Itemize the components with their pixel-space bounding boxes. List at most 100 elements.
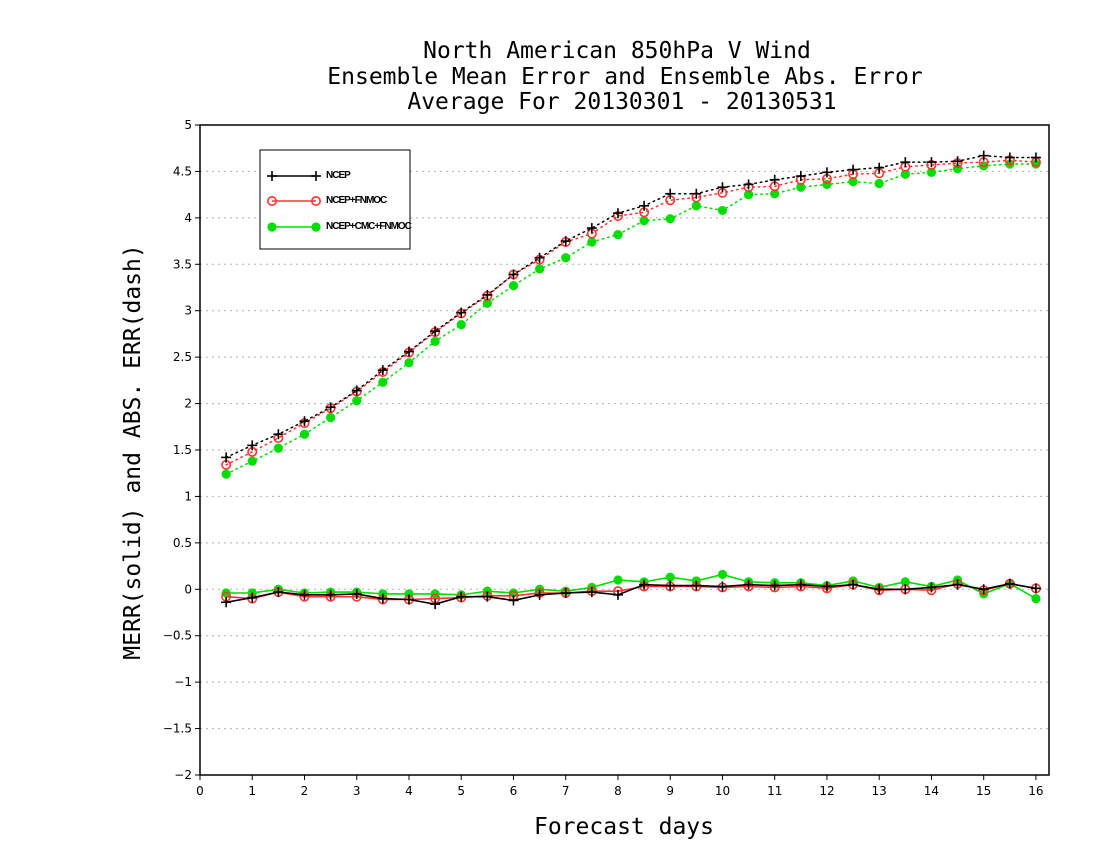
x-tick-label: 1 <box>248 784 256 798</box>
abs-error-point-ncep <box>612 208 623 219</box>
abs-error-point-ncep-cmc-fnmoc <box>299 429 310 439</box>
x-tick-label: 11 <box>767 784 782 798</box>
mean-error-point-ncep <box>926 582 937 593</box>
abs-error-point-ncep <box>874 162 885 173</box>
x-axis-label: Forecast days <box>534 814 714 840</box>
mean-error-point-ncep <box>769 580 780 591</box>
mean-error-point-ncep <box>560 588 571 598</box>
abs-error-point-ncep-cmc-fnmoc <box>378 377 388 387</box>
abs-error-point-ncep-cmc-fnmoc <box>587 237 597 247</box>
plot-series <box>221 150 1041 610</box>
abs-error-point-ncep-cmc-fnmoc <box>535 264 545 274</box>
y-tick-label: −0.5 <box>163 629 192 643</box>
mean-error-point-ncep <box>586 587 597 598</box>
abs-error-point-ncep <box>1030 152 1041 163</box>
x-tick-label: 16 <box>1028 784 1043 798</box>
abs-error-point-ncep-cmc-fnmoc <box>326 412 336 423</box>
x-tick-label: 9 <box>666 784 674 798</box>
abs-error-point-ncep <box>900 157 911 168</box>
x-tick-label: 12 <box>819 784 834 798</box>
abs-error-point-ncep-cmc-fnmoc <box>508 281 519 291</box>
mean-error-point-ncep <box>403 594 414 605</box>
y-tick-label: 1.5 <box>173 443 192 457</box>
chart-title: North American 850hPa V Wind Ensemble Me… <box>327 38 922 115</box>
abs-error-point-ncep <box>221 452 232 463</box>
chart-title-line-2: Ensemble Mean Error and Ensemble Abs. Er… <box>327 64 922 90</box>
mean-error-point-ncep <box>821 581 832 592</box>
abs-error-point-ncep <box>717 182 728 193</box>
abs-error-point-ncep <box>456 307 467 318</box>
mean-error-point-ncep <box>430 599 441 610</box>
mean-error-point-ncep <box>273 587 284 598</box>
mean-error-line-ncep <box>225 582 1037 605</box>
abs-error-point-ncep <box>508 269 519 280</box>
x-tick-label: 8 <box>614 784 622 798</box>
mean-error-point-ncep <box>534 589 545 600</box>
abs-error-point-ncep-cmc-fnmoc <box>796 182 806 192</box>
abs-error-point-ncep-cmc-fnmoc <box>874 178 884 189</box>
mean-error-point-ncep <box>508 595 519 606</box>
chart-title-line-1: North American 850hPa V Wind <box>423 38 811 64</box>
abs-error-point-ncep-cmc-fnmoc <box>665 214 675 224</box>
y-tick-label: 2 <box>184 397 192 411</box>
x-tick-label: 10 <box>715 784 730 798</box>
abs-error-line-ncep-cmc-fnmoc <box>225 163 1037 475</box>
legend-marker-ncep-fnmoc <box>266 196 277 207</box>
abs-error-point-ncep <box>273 429 284 440</box>
abs-error-point-ncep <box>482 289 493 300</box>
y-tick-label: 2.5 <box>173 350 192 364</box>
y-tick-label: −1 <box>174 675 192 689</box>
y-tick-label: 0 <box>184 582 192 596</box>
abs-error-point-ncep <box>430 326 441 337</box>
legend-box <box>259 149 411 250</box>
abs-error-point-ncep-cmc-fnmoc <box>900 169 910 179</box>
legend-label-ncep: NCEP <box>326 170 351 181</box>
abs-error-point-ncep <box>247 440 258 451</box>
mean-error-point-ncep <box>978 584 989 595</box>
legend-marker-ncep-cmc-fnmoc <box>267 222 277 232</box>
y-tick-label: 4 <box>184 211 192 225</box>
legend-marker-ncep <box>267 171 277 181</box>
mean-error-point-ncep-cmc-fnmoc <box>717 569 728 580</box>
y-tick-label: −1.5 <box>163 722 192 736</box>
x-tick-label: 0 <box>196 784 204 798</box>
abs-error-point-ncep <box>639 200 650 211</box>
abs-error-point-ncep <box>821 167 832 178</box>
x-tick-label: 6 <box>510 784 518 798</box>
abs-error-point-ncep <box>926 157 937 168</box>
mean-error-point-ncep <box>874 584 885 595</box>
abs-error-point-ncep-cmc-fnmoc <box>770 189 780 199</box>
mean-error-point-ncep <box>1030 583 1041 594</box>
abs-error-point-ncep <box>691 188 702 199</box>
mean-error-point-ncep <box>848 579 859 590</box>
y-axis-label: MERR(solid) and ABS. ERR(dash) <box>120 244 146 659</box>
x-tick-label: 2 <box>301 784 309 798</box>
abs-error-point-ncep <box>403 346 414 357</box>
mean-error-point-ncep <box>1004 578 1015 589</box>
abs-error-point-ncep <box>769 174 780 185</box>
abs-error-point-ncep-cmc-fnmoc <box>639 216 649 226</box>
abs-error-point-ncep-cmc-fnmoc <box>247 456 257 466</box>
x-tick-label: 13 <box>872 784 887 798</box>
x-tick-label: 14 <box>924 784 939 798</box>
abs-error-point-ncep-cmc-fnmoc <box>561 253 571 263</box>
abs-error-point-ncep <box>586 223 597 234</box>
axis-ticks: −2−1.5−1−0.500.511.522.533.544.550 1 2 3 4 5 6… <box>163 118 1044 798</box>
abs-error-point-ncep <box>848 164 859 175</box>
mean-error-point-ncep-cmc-fnmoc <box>900 577 910 587</box>
abs-error-point-ncep <box>952 156 963 167</box>
abs-error-point-ncep-cmc-fnmoc <box>743 190 754 200</box>
mean-error-point-ncep <box>482 591 493 602</box>
legend-label-ncep-cmc-fnmoc: NCEP+CMC+FNMOC <box>326 221 412 232</box>
mean-error-point-ncep <box>299 589 310 600</box>
legend: NCEP NCEP+FNMOC NCEP+CMC+FNMOC <box>259 149 413 250</box>
abs-error-point-ncep <box>743 179 754 190</box>
mean-error-point-ncep-cmc-fnmoc <box>665 572 675 582</box>
mean-error-point-ncep <box>221 597 232 608</box>
abs-error-point-ncep <box>377 365 388 376</box>
x-tick-label: 5 <box>457 784 465 798</box>
abs-error-point-ncep <box>665 188 676 199</box>
y-tick-label: 4.5 <box>173 164 192 178</box>
mean-error-point-ncep <box>691 580 702 591</box>
